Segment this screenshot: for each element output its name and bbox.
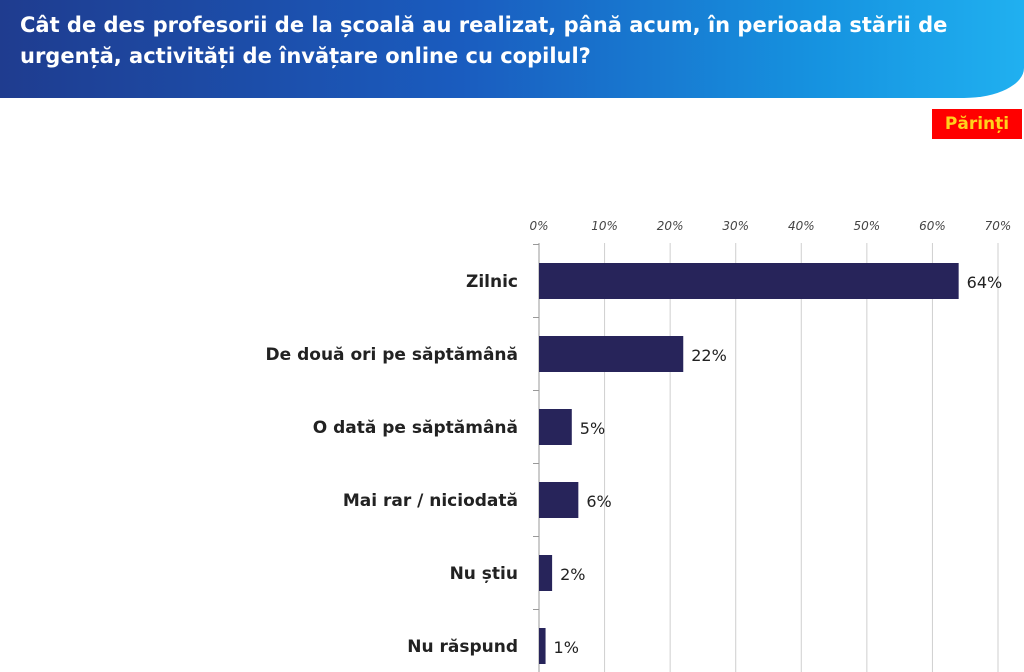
value-label: 5% xyxy=(580,419,605,438)
bar xyxy=(539,409,572,445)
tick-label: 10% xyxy=(591,219,618,233)
tick-label: 50% xyxy=(854,219,881,233)
segment-badge: Părinți xyxy=(932,109,1022,139)
value-label: 1% xyxy=(554,638,579,657)
tick-label: 30% xyxy=(722,219,749,233)
category-label: Zilnic xyxy=(466,272,518,292)
bar xyxy=(539,263,959,299)
page-title: Cât de des profesorii de la școală au re… xyxy=(20,13,948,68)
bar xyxy=(539,555,553,591)
tick-label: 0% xyxy=(529,219,548,233)
value-label: 64% xyxy=(967,273,1003,292)
bar xyxy=(539,628,546,664)
category-label: De două ori pe săptămână xyxy=(266,345,518,365)
category-label: O dată pe săptămână xyxy=(313,418,518,438)
tick-label: 40% xyxy=(788,219,815,233)
value-label: 2% xyxy=(560,565,585,584)
bar xyxy=(539,336,684,372)
category-label: Nu răspund xyxy=(407,637,518,657)
value-label: 6% xyxy=(586,492,611,511)
bar xyxy=(539,482,579,518)
tick-label: 70% xyxy=(985,219,1012,233)
category-label: Nu știu xyxy=(450,564,518,584)
header-band xyxy=(0,0,1024,98)
category-label: Mai rar / niciodată xyxy=(343,491,518,511)
value-label: 22% xyxy=(691,346,727,365)
tick-label: 20% xyxy=(657,219,684,233)
tick-label: 60% xyxy=(919,219,946,233)
